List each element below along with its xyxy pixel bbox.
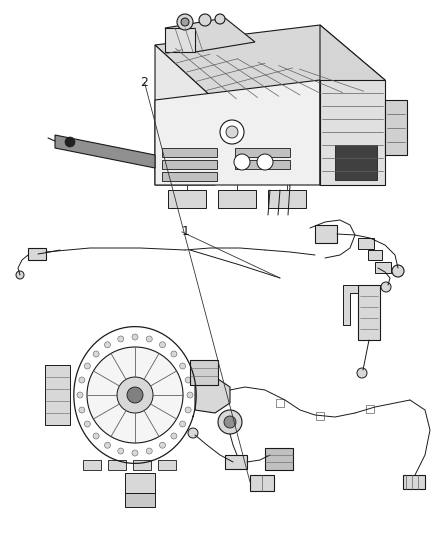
- Circle shape: [118, 448, 124, 454]
- Bar: [225, 455, 247, 469]
- Circle shape: [132, 334, 138, 340]
- Bar: [366, 405, 374, 413]
- Polygon shape: [155, 25, 385, 100]
- Bar: [358, 238, 374, 249]
- Circle shape: [171, 433, 177, 439]
- Circle shape: [65, 137, 75, 147]
- Polygon shape: [195, 377, 230, 413]
- Bar: [162, 148, 217, 157]
- Circle shape: [185, 407, 191, 413]
- Circle shape: [177, 14, 193, 30]
- Circle shape: [187, 392, 193, 398]
- Circle shape: [105, 442, 110, 448]
- Circle shape: [218, 410, 242, 434]
- Circle shape: [215, 14, 225, 24]
- Circle shape: [127, 387, 143, 403]
- Circle shape: [85, 363, 90, 369]
- Circle shape: [16, 271, 24, 279]
- Circle shape: [171, 351, 177, 357]
- Circle shape: [85, 421, 90, 427]
- Circle shape: [146, 336, 152, 342]
- Circle shape: [132, 450, 138, 456]
- Circle shape: [93, 351, 99, 357]
- Bar: [315, 225, 337, 243]
- Bar: [358, 285, 380, 340]
- Bar: [235, 160, 290, 169]
- Polygon shape: [320, 80, 385, 185]
- Circle shape: [146, 448, 152, 454]
- Text: 1: 1: [182, 225, 190, 238]
- Polygon shape: [165, 18, 255, 52]
- Circle shape: [199, 14, 211, 26]
- Bar: [403, 475, 425, 489]
- Bar: [125, 493, 155, 507]
- Circle shape: [234, 154, 250, 170]
- Circle shape: [226, 126, 238, 138]
- Bar: [235, 148, 290, 157]
- Bar: [268, 190, 306, 208]
- Bar: [190, 360, 218, 385]
- Bar: [83, 460, 101, 470]
- Circle shape: [159, 442, 166, 448]
- Circle shape: [105, 342, 110, 348]
- Circle shape: [180, 363, 186, 369]
- Circle shape: [257, 154, 273, 170]
- Polygon shape: [155, 45, 215, 185]
- Bar: [45, 365, 70, 425]
- Bar: [125, 473, 155, 493]
- Polygon shape: [55, 135, 155, 168]
- Circle shape: [180, 421, 186, 427]
- Circle shape: [381, 282, 391, 292]
- Bar: [385, 100, 407, 155]
- Bar: [250, 475, 274, 491]
- Circle shape: [93, 433, 99, 439]
- Polygon shape: [320, 25, 385, 185]
- Bar: [158, 460, 176, 470]
- Bar: [168, 190, 206, 208]
- Polygon shape: [165, 28, 195, 52]
- Bar: [162, 160, 217, 169]
- Bar: [368, 250, 382, 260]
- Bar: [276, 399, 284, 407]
- Bar: [108, 460, 126, 470]
- Polygon shape: [343, 285, 358, 325]
- Circle shape: [77, 392, 83, 398]
- Circle shape: [188, 428, 198, 438]
- Circle shape: [87, 347, 183, 443]
- Bar: [162, 172, 217, 181]
- Bar: [28, 248, 46, 260]
- Circle shape: [392, 265, 404, 277]
- Circle shape: [181, 18, 189, 26]
- Circle shape: [220, 120, 244, 144]
- Circle shape: [118, 336, 124, 342]
- Circle shape: [79, 377, 85, 383]
- Circle shape: [185, 377, 191, 383]
- Bar: [335, 145, 377, 180]
- Circle shape: [79, 407, 85, 413]
- Circle shape: [159, 342, 166, 348]
- Text: 2: 2: [141, 76, 148, 89]
- Bar: [265, 448, 293, 470]
- Circle shape: [117, 377, 153, 413]
- Circle shape: [357, 368, 367, 378]
- Bar: [218, 190, 256, 208]
- Circle shape: [224, 416, 236, 428]
- Bar: [316, 412, 324, 420]
- Bar: [375, 262, 391, 273]
- Bar: [133, 460, 151, 470]
- Polygon shape: [155, 80, 320, 185]
